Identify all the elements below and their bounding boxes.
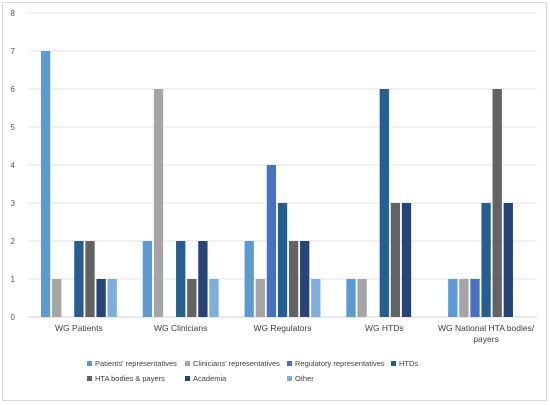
legend-swatch bbox=[87, 376, 92, 381]
bar-3-3 bbox=[266, 165, 277, 317]
bar-6-4 bbox=[401, 203, 412, 317]
bar-1-1 bbox=[40, 51, 51, 317]
legend-swatch bbox=[287, 361, 292, 366]
bar-1-2 bbox=[142, 241, 153, 317]
legend-label: Regulatory representatives bbox=[295, 359, 385, 368]
legend-label: Other bbox=[295, 374, 314, 383]
legend-swatch bbox=[391, 361, 396, 366]
bar-6-1 bbox=[96, 279, 106, 317]
x-category-label: payers bbox=[473, 334, 499, 344]
x-category-label: WG Clinicians bbox=[154, 323, 207, 333]
bar-4-5 bbox=[481, 203, 491, 317]
y-tick-label: 6 bbox=[11, 85, 16, 94]
bar-4-3 bbox=[277, 203, 288, 317]
x-category-label: WG Regulators bbox=[253, 323, 311, 333]
x-category-label: WG HTDs bbox=[365, 323, 404, 333]
bar-4-1 bbox=[74, 241, 84, 317]
x-category-label: WG Patients bbox=[55, 323, 103, 333]
x-category-label: WG National HTA bodies/ bbox=[438, 323, 535, 333]
legend-swatch bbox=[87, 361, 92, 366]
bar-2-2 bbox=[153, 89, 164, 317]
y-tick-label: 2 bbox=[11, 237, 16, 246]
legend-label: Academia bbox=[193, 374, 227, 383]
y-tick-label: 0 bbox=[11, 313, 16, 322]
bar-2-5 bbox=[459, 279, 469, 317]
bar-1-4 bbox=[346, 279, 356, 317]
bar-6-3 bbox=[300, 241, 310, 317]
bar-5-3 bbox=[288, 241, 299, 317]
legend-swatch bbox=[185, 376, 190, 381]
bar-2-1 bbox=[52, 279, 62, 317]
bar-6-2 bbox=[198, 241, 208, 317]
legend-label: HTA bodies & payers bbox=[95, 374, 165, 383]
bar-4-4 bbox=[379, 89, 389, 317]
legend-swatch bbox=[287, 376, 292, 381]
bar-7-1 bbox=[107, 279, 117, 317]
legend-label: Patients' representatives bbox=[95, 359, 177, 368]
bar-6-5 bbox=[503, 203, 513, 317]
bar-2-3 bbox=[255, 279, 265, 317]
bar-1-5 bbox=[448, 279, 458, 317]
bar-5-5 bbox=[492, 89, 502, 317]
legend-label: Clinicians' representatives bbox=[193, 359, 280, 368]
legend-label: HTDs bbox=[399, 359, 418, 368]
y-tick-label: 1 bbox=[11, 275, 16, 284]
bar-5-4 bbox=[390, 203, 401, 317]
y-tick-label: 3 bbox=[11, 199, 16, 208]
legend-swatch bbox=[185, 361, 190, 366]
y-tick-label: 5 bbox=[11, 123, 16, 132]
bar-1-3 bbox=[244, 241, 254, 317]
bar-2-4 bbox=[357, 279, 367, 317]
bar-5-2 bbox=[187, 279, 197, 317]
bar-3-5 bbox=[470, 279, 480, 317]
y-tick-label: 8 bbox=[11, 9, 16, 18]
bar-5-1 bbox=[85, 241, 95, 317]
y-tick-label: 7 bbox=[11, 47, 16, 56]
bar-7-3 bbox=[311, 279, 321, 317]
y-tick-label: 4 bbox=[11, 161, 16, 170]
bar-4-2 bbox=[176, 241, 186, 317]
bar-7-2 bbox=[209, 279, 219, 317]
